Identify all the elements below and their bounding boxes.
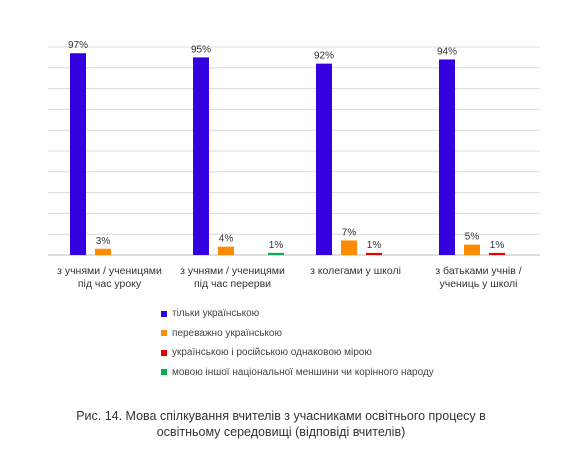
legend: тільки українською переважно українською… — [161, 304, 434, 382]
data-label: 7% — [342, 227, 357, 238]
bar — [341, 240, 357, 255]
legend-swatch — [161, 349, 167, 356]
data-label: 97% — [68, 40, 88, 51]
data-label: 1% — [269, 240, 284, 251]
category-label-line: під час уроку — [78, 278, 142, 290]
bar — [193, 57, 209, 256]
data-label: 92% — [314, 51, 334, 62]
legend-swatch — [161, 369, 167, 376]
category-label: з учнями / ученицями під час перерви — [180, 265, 285, 290]
bar — [464, 244, 480, 255]
category-label-line: з колегами у школі — [310, 265, 401, 277]
bar — [268, 252, 284, 255]
category-label-line: під час перерви — [194, 278, 271, 290]
legend-swatch — [161, 310, 167, 317]
bar — [316, 63, 332, 255]
bar — [218, 246, 234, 255]
legend-item-ukrainian-and-russian: українською і російською однаковою мірою — [161, 343, 434, 363]
bar — [95, 248, 111, 255]
category-label-line: учениць у школі — [440, 278, 518, 290]
bar — [489, 252, 505, 255]
bar — [439, 59, 455, 256]
bar — [70, 53, 86, 255]
category-label: з батьками учнів / учениць у школі — [435, 265, 521, 290]
legend-label: переважно українською — [172, 327, 282, 339]
data-label: 1% — [490, 240, 505, 251]
category-label-line: з учнями / ученицями — [180, 265, 285, 277]
legend-swatch — [161, 330, 167, 337]
legend-label: тільки українською — [172, 308, 260, 320]
category-label: з колегами у школі — [310, 265, 401, 277]
data-label: 4% — [219, 234, 234, 245]
category-label-line: з учнями / ученицями — [57, 265, 162, 277]
data-label: 3% — [96, 236, 111, 247]
data-label: 95% — [191, 44, 211, 55]
legend-label: мовою іншої національної меншини чи корі… — [172, 366, 434, 378]
data-label: 94% — [437, 46, 457, 57]
caption-line-1: Рис. 14. Мова спілкування вчителів з уча… — [76, 409, 486, 423]
category-label: з учнями / ученицями під час уроку — [57, 265, 162, 290]
data-label: 5% — [465, 232, 480, 243]
legend-item-mostly-ukrainian: переважно українською — [161, 324, 434, 344]
legend-item-minority-language: мовою іншої національної меншини чи корі… — [161, 363, 434, 383]
legend-item-only-ukrainian: тільки українською — [161, 304, 434, 324]
bar — [366, 252, 382, 255]
legend-label: українською і російською однаковою мірою — [172, 347, 372, 359]
caption-line-2: освітньому середовищі (відповіді вчителі… — [156, 425, 406, 439]
bar-chart: 97%3%з учнями / ученицями під час уроку95… — [48, 40, 540, 290]
figure-caption: Рис. 14. Мова спілкування вчителів з уча… — [0, 408, 562, 440]
category-label-line: з батьками учнів / — [435, 265, 521, 277]
data-label: 1% — [367, 240, 382, 251]
